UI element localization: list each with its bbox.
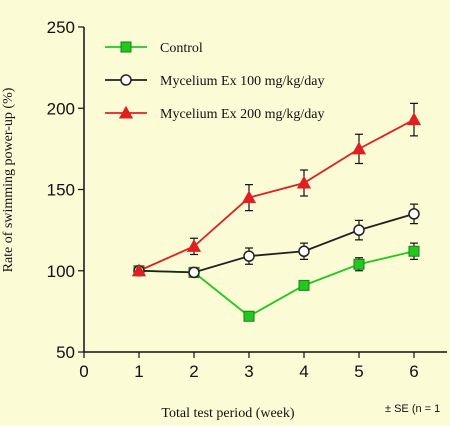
y-tick-label: 150 (47, 181, 75, 200)
data-point (351, 141, 367, 155)
legend: Control Mycelium Ex 100 mg/kg/day Mycelium… (105, 41, 324, 122)
data-point (186, 239, 202, 252)
legend-label: Control (160, 41, 203, 56)
axes: 50 100 150 200 250 0 1 2 3 4 5 6 (47, 18, 447, 381)
data-point (296, 175, 312, 189)
y-axis-title: Rate of swimming power-up (%) (1, 87, 16, 272)
y-tick-label: 100 (47, 262, 75, 281)
data-point (131, 263, 147, 277)
x-tick-label: 2 (189, 362, 198, 381)
data-point (243, 310, 255, 322)
x-tick-label: 1 (134, 362, 143, 381)
legend-marker (120, 41, 132, 53)
data-point (408, 208, 420, 220)
series-line-3 (138, 118, 415, 272)
data-point (298, 279, 310, 291)
error-bars (190, 102, 418, 277)
data-point (241, 190, 257, 204)
y-tick-label: 250 (47, 18, 75, 37)
x-tick-label: 5 (354, 362, 363, 381)
legend-label: Mycelium Ex 200 mg/kg/day (160, 107, 324, 122)
legend-marker (118, 105, 134, 119)
x-axis-title: Total test period (week) (161, 406, 294, 421)
data-point (188, 266, 200, 279)
legend-label: Mycelium Ex 100 mg/kg/day (160, 74, 324, 89)
data-point (406, 112, 422, 126)
series-markers (131, 112, 422, 322)
data-point (408, 245, 420, 257)
data-point (243, 250, 255, 262)
series-line-1 (138, 250, 415, 318)
y-tick-label: 200 (47, 99, 75, 118)
data-point (298, 245, 310, 257)
data-point (353, 258, 365, 270)
se-note: ± SE (n = 1 (385, 403, 440, 415)
x-tick-label: 4 (299, 362, 308, 381)
legend-marker (120, 74, 132, 86)
series-lines (138, 118, 415, 318)
x-tick-label: 3 (244, 362, 253, 381)
x-tick-label: 6 (409, 362, 418, 381)
series-line-2 (138, 213, 415, 274)
x-tick-label: 0 (79, 362, 88, 381)
data-point (353, 224, 365, 236)
y-tick-label: 50 (56, 343, 75, 362)
